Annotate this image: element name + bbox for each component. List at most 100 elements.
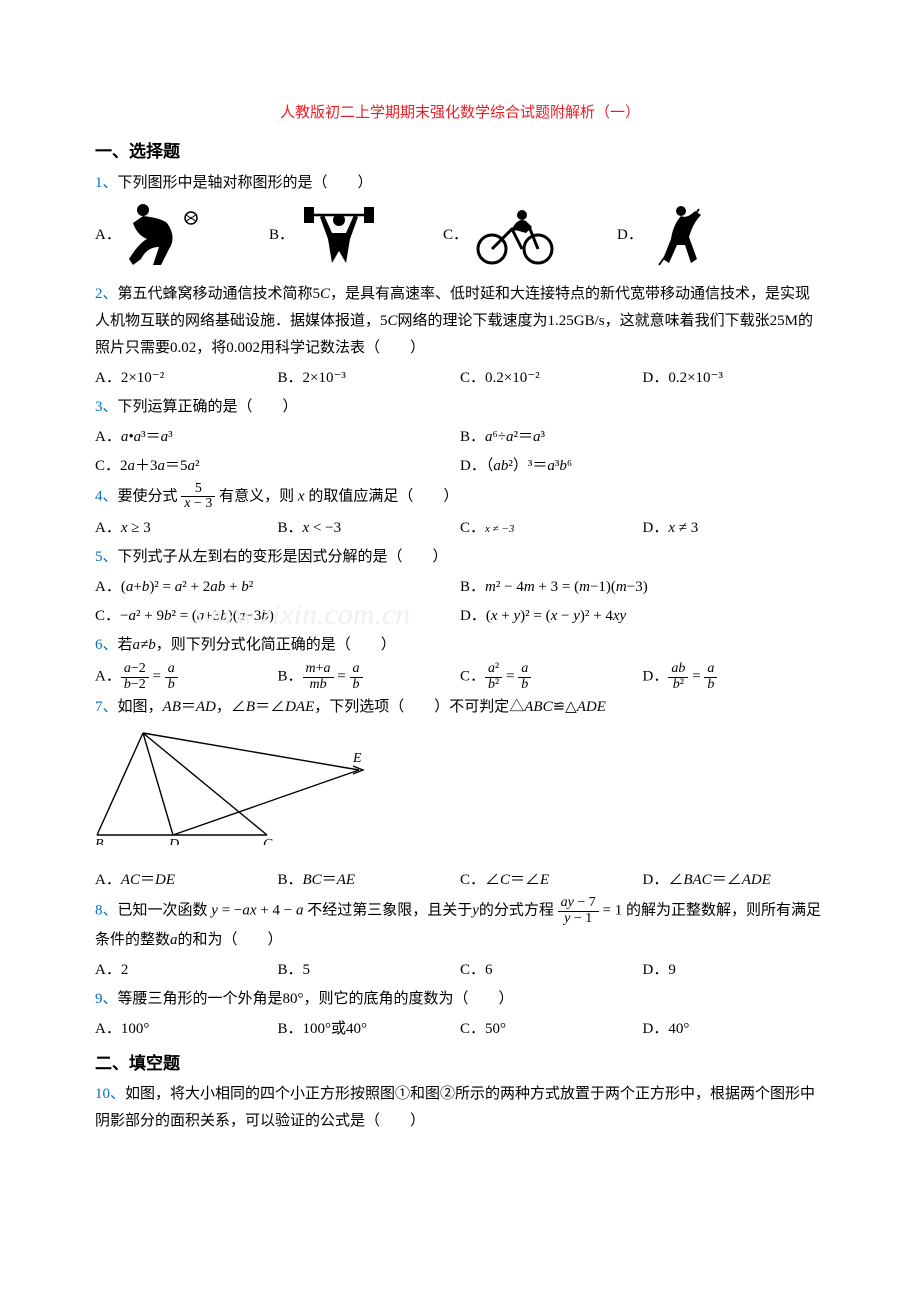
q5-C: C．−a² + 9b² = (a+3b)(a−3b) bbox=[95, 603, 460, 630]
q6-B-pre: B． bbox=[278, 669, 303, 685]
q4-D: D．x ≠ 3 bbox=[643, 515, 826, 542]
q4-A: A．x ≥ 3 bbox=[95, 515, 278, 542]
volleyball-icon bbox=[129, 203, 201, 269]
q3-num: 3、 bbox=[95, 399, 118, 415]
question-6: 6、若a≠b，则下列分式化简正确的是（ ） bbox=[95, 632, 825, 659]
q4-t2: 有意义，则 bbox=[219, 488, 294, 504]
golfer-icon bbox=[651, 203, 707, 269]
q7-A-mid: ＝ bbox=[140, 872, 155, 888]
q1-num: 1、 bbox=[95, 175, 118, 191]
q2-A: A．2×10⁻² bbox=[95, 365, 278, 392]
q9-B: B．100°或40° bbox=[278, 1016, 461, 1043]
q7-B-pre: B． bbox=[278, 872, 303, 888]
q9-A: A．100° bbox=[95, 1016, 278, 1043]
q5-text: 下列式子从左到右的变形是因式分解的是（ ） bbox=[118, 549, 448, 565]
question-9: 9、等腰三角形的一个外角是80°，则它的底角的度数为（ ） bbox=[95, 986, 825, 1013]
q7-t5: ≌△ bbox=[553, 699, 577, 715]
q4-t1: 要使分式 bbox=[118, 488, 178, 504]
q8-t1: 已知一次函数 bbox=[118, 903, 208, 919]
q5-options2: C．−a² + 9b² = (a+3b)(a−3b) D．(x + y)² = … bbox=[95, 603, 825, 630]
q5-B-pre: B． bbox=[460, 579, 485, 595]
q7-B: B．BC＝AE bbox=[278, 867, 461, 894]
q2-options: A．2×10⁻² B．2×10⁻³ C．0.2×10⁻² D．0.2×10⁻³ bbox=[95, 365, 825, 392]
q3-B-pre: B． bbox=[460, 429, 485, 445]
q7-t1: 如图， bbox=[118, 699, 163, 715]
q8-num: 8、 bbox=[95, 903, 118, 919]
q6-t1: 若 bbox=[118, 637, 133, 653]
q5-D: D．(x + y)² = (x − y)² + 4xy bbox=[460, 603, 825, 630]
q7-options: A．AC＝DE B．BC＝AE C．∠C＝∠E D．∠BAC＝∠ADE bbox=[95, 867, 825, 894]
q5-num: 5、 bbox=[95, 549, 118, 565]
q1-figures: A． B． C． D． bbox=[95, 203, 825, 269]
q6-t2: ，则下列分式化简正确的是（ ） bbox=[156, 637, 396, 653]
q8-t3: 的分式方程 bbox=[479, 903, 554, 919]
q6-D-pre: D． bbox=[643, 669, 669, 685]
question-8: 8、已知一次函数 y = −ax + 4 − a 不经过第三象限，且关于y的分式… bbox=[95, 896, 825, 953]
q7-B-mid: ＝ bbox=[322, 872, 337, 888]
q9-text: 等腰三角形的一个外角是80°，则它的底角的度数为（ ） bbox=[118, 991, 514, 1007]
question-1: 1、下列图形中是轴对称图形的是（ ） bbox=[95, 170, 825, 197]
q1-text: 下列图形中是轴对称图形的是（ ） bbox=[118, 175, 373, 191]
q6-num: 6、 bbox=[95, 637, 118, 653]
cyclist-icon bbox=[476, 207, 554, 265]
q10-num: 10、 bbox=[95, 1086, 125, 1102]
q3-D: D．（ab²）³＝a³b⁶ bbox=[460, 453, 825, 480]
q3-D-pre: D． bbox=[460, 458, 486, 474]
q5-D-pre: D． bbox=[460, 608, 486, 624]
question-4: 4、要使分式 5x − 3 有意义，则 x 的取值应满足（ ） bbox=[95, 482, 825, 512]
q7-t3: ＝∠ bbox=[255, 699, 285, 715]
q9-D: D．40° bbox=[643, 1016, 826, 1043]
q2-D: D．0.2×10⁻³ bbox=[643, 365, 826, 392]
q7-D: D．∠BAC＝∠ADE bbox=[643, 867, 826, 894]
q7-C-mid: ＝∠ bbox=[510, 872, 540, 888]
q8-options: A．2 B．5 C．6 D．9 bbox=[95, 957, 825, 984]
q8-C: C．6 bbox=[460, 957, 643, 984]
q3-text: 下列运算正确的是（ ） bbox=[118, 399, 298, 415]
question-2: 2、第五代蜂窝移动通信技术简称5C，是具有高速率、低时延和大连接特点的新代宽带移… bbox=[95, 281, 825, 362]
question-10: 10、如图，将大小相同的四个小正方形按照图①和图②所示的两种方式放置于两个正方形… bbox=[95, 1081, 825, 1135]
q1-optC-label: C． bbox=[443, 222, 468, 249]
q5-A: A．(a+b)² = a² + 2ab + b² bbox=[95, 574, 460, 601]
triangle-figure: A B C D E bbox=[95, 730, 365, 845]
q1-optB-label: B． bbox=[269, 222, 294, 249]
q4-num: 4、 bbox=[95, 488, 118, 504]
q3-options1: A．a•a³＝a³ B．a⁶÷a²＝a³ bbox=[95, 424, 825, 451]
section-1-header: 一、选择题 bbox=[95, 137, 825, 168]
q7-t4: ，下列选项（ ）不可判定△ bbox=[314, 699, 524, 715]
q6-options: A．a−2b−2 = ab B．m+amb = ab C．a²b² = ab D… bbox=[95, 662, 825, 692]
q7-t2: ，∠ bbox=[216, 699, 246, 715]
q5-options1: A．(a+b)² = a² + 2ab + b² B．m² − 4m + 3 =… bbox=[95, 574, 825, 601]
q4-B-pre: B． bbox=[278, 520, 303, 536]
question-3: 3、下列运算正确的是（ ） bbox=[95, 394, 825, 421]
q10-text: 如图，将大小相同的四个小正方形按照图①和图②所示的两种方式放置于两个正方形中，根… bbox=[95, 1086, 815, 1129]
q8-D: D．9 bbox=[643, 957, 826, 984]
q2-B: B．2×10⁻³ bbox=[278, 365, 461, 392]
q8-t2: 不经过第三象限，且关于 bbox=[307, 903, 472, 919]
q9-options: A．100° B．100°或40° C．50° D．40° bbox=[95, 1016, 825, 1043]
svg-text:B: B bbox=[95, 837, 104, 845]
weightlifter-icon bbox=[302, 203, 376, 269]
q6-A: A．a−2b−2 = ab bbox=[95, 662, 278, 692]
q4-t3: 的取值应满足（ ） bbox=[308, 488, 458, 504]
q1-optD-label: D． bbox=[617, 222, 643, 249]
question-7: 7、如图，AB＝AD，∠B＝∠DAE，下列选项（ ）不可判定△ABC≌△ADE bbox=[95, 694, 825, 721]
q5-C-pre: C． bbox=[95, 608, 120, 624]
q3-C-pre: C． bbox=[95, 458, 120, 474]
q7-num: 7、 bbox=[95, 699, 118, 715]
q6-D: D．abb² = ab bbox=[643, 662, 826, 692]
q4-options: A．x ≥ 3 B．x < −3 C．x ≠ −3 D．x ≠ 3 bbox=[95, 515, 825, 542]
q7-C: C．∠C＝∠E bbox=[460, 867, 643, 894]
q7-A: A．AC＝DE bbox=[95, 867, 278, 894]
q6-C-pre: C． bbox=[460, 669, 485, 685]
q7-D-pre: D．∠ bbox=[643, 872, 684, 888]
q9-num: 9、 bbox=[95, 991, 118, 1007]
section-2-header: 二、填空题 bbox=[95, 1049, 825, 1080]
q8-B: B．5 bbox=[278, 957, 461, 984]
q1-optA-label: A． bbox=[95, 222, 121, 249]
q6-A-pre: A． bbox=[95, 669, 121, 685]
q9-C: C．50° bbox=[460, 1016, 643, 1043]
q3-C: C．2a＋3a＝5a² bbox=[95, 453, 460, 480]
q4-C: C．x ≠ −3 bbox=[460, 515, 643, 542]
q4-A-pre: A． bbox=[95, 520, 121, 536]
q2-num: 2、 bbox=[95, 286, 118, 302]
